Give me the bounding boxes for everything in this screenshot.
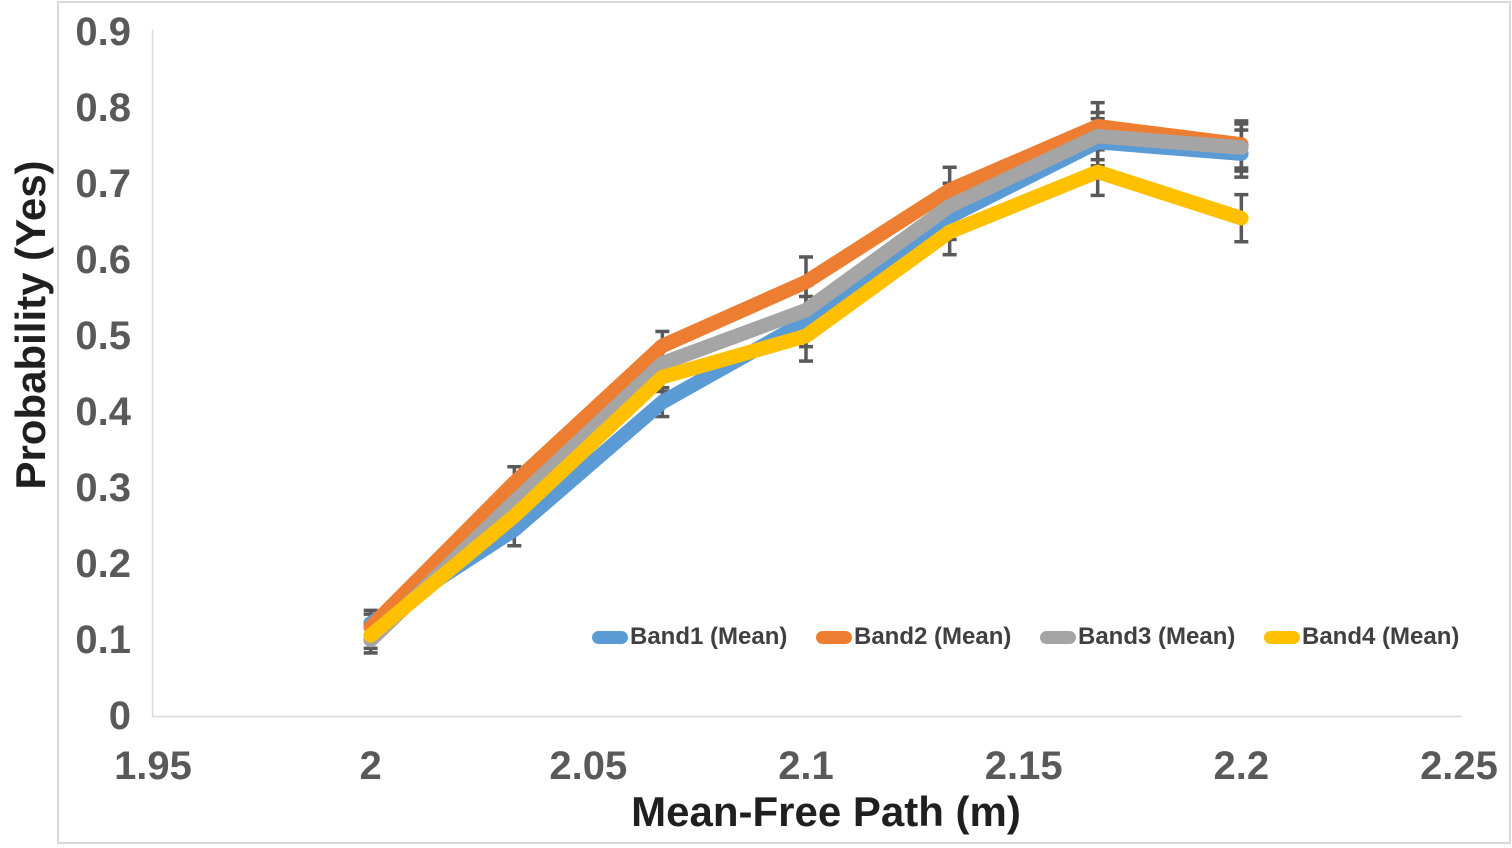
legend-marker-icon xyxy=(592,630,628,644)
legend: Band1 (Mean) Band2 (Mean) Band3 (Mean) Band… xyxy=(592,623,1459,651)
y-tick-label: 0.3 xyxy=(75,466,131,510)
series-line-band4 xyxy=(363,164,1249,643)
y-tick-label: 0.8 xyxy=(75,86,131,130)
legend-item-band2: Band2 (Mean) xyxy=(816,623,1040,651)
y-tick-label: 0.5 xyxy=(75,314,131,358)
legend-item-band1: Band1 (Mean) xyxy=(592,623,816,651)
series-line-band3 xyxy=(363,128,1249,648)
legend-label: Band1 (Mean) xyxy=(630,623,788,650)
legend-marker-icon xyxy=(1040,630,1076,644)
x-tick-label: 2.1 xyxy=(778,744,834,788)
legend-marker-icon xyxy=(1264,630,1300,644)
y-tick-label: 0.4 xyxy=(75,390,131,434)
y-tick-label: 0.9 xyxy=(75,10,131,54)
y-axis-title: Probability (Yes) xyxy=(7,160,54,490)
x-tick-label: 2.2 xyxy=(1213,744,1270,788)
x-tick-label: 2.05 xyxy=(549,744,628,788)
legend-item-band4: Band4 (Mean) xyxy=(1264,623,1459,651)
x-tick-label: 2.25 xyxy=(1420,744,1498,788)
chart-frame xyxy=(57,1,1511,844)
x-tick-label: 2.15 xyxy=(984,744,1063,788)
x-axis-title: Mean-Free Path (m) xyxy=(631,788,1021,835)
series-line-band2 xyxy=(363,118,1249,635)
legend-label: Band3 (Mean) xyxy=(1078,623,1236,650)
legend-label: Band2 (Mean) xyxy=(854,623,1012,650)
x-tick-label: 1.95 xyxy=(114,744,192,788)
legend-label: Band4 (Mean) xyxy=(1302,623,1460,650)
series-line-band1 xyxy=(363,134,1249,631)
x-tick-label: 2 xyxy=(359,744,382,788)
legend-item-band3: Band3 (Mean) xyxy=(1040,623,1264,651)
legend-marker-icon xyxy=(816,630,852,644)
y-tick-label: 0 xyxy=(108,694,131,738)
y-tick-label: 0.2 xyxy=(75,542,131,586)
y-tick-label: 0.7 xyxy=(75,162,131,206)
y-tick-label: 0.1 xyxy=(75,618,131,662)
y-tick-label: 0.6 xyxy=(75,238,131,282)
